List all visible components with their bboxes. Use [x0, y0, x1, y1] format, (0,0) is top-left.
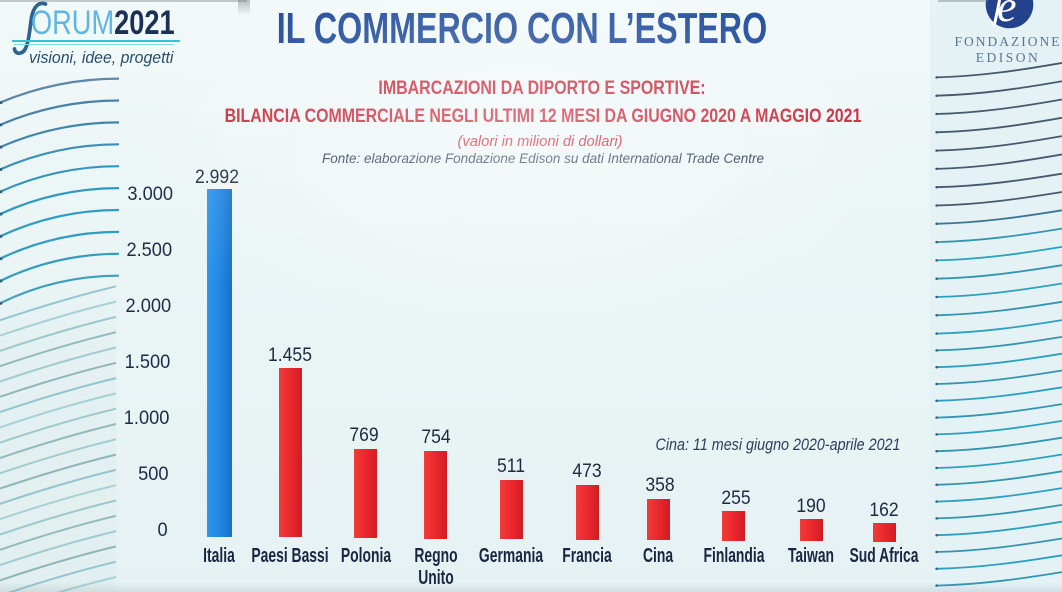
svg-text:e: e: [997, 0, 1017, 31]
